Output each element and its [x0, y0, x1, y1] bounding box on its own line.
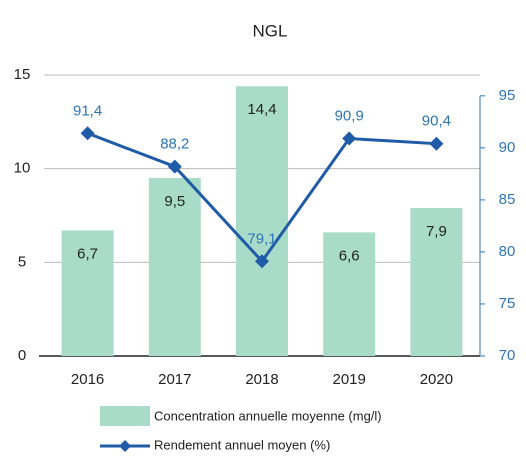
- line-value-label: 90,4: [422, 113, 451, 130]
- y2-tick-label: 75: [499, 295, 516, 312]
- chart-title: NGL: [253, 21, 288, 40]
- y2-tick-label: 95: [499, 87, 516, 104]
- line-marker: [255, 254, 269, 269]
- x-tick-label: 2020: [420, 371, 453, 388]
- bar-value-label: 6,6: [339, 247, 360, 264]
- legend-swatch: [100, 406, 150, 426]
- x-tick-label: 2018: [245, 371, 278, 388]
- line-marker: [80, 126, 95, 141]
- x-tick-label: 2016: [71, 371, 104, 388]
- bar-value-label: 6,7: [77, 245, 98, 262]
- y-tick-label: 10: [14, 160, 31, 177]
- x-tick-label: 2019: [333, 371, 366, 388]
- y-tick-label: 0: [18, 347, 26, 364]
- bar: [323, 232, 376, 356]
- line-value-label: 88,2: [160, 136, 189, 153]
- bar-value-label: 14,4: [247, 101, 276, 118]
- line-value-label: 91,4: [73, 102, 102, 119]
- y2-tick-label: 90: [499, 139, 516, 156]
- bar: [236, 86, 288, 357]
- bar: [410, 208, 463, 356]
- line-marker: [167, 159, 182, 174]
- y-tick-label: 15: [14, 66, 31, 83]
- bar-value-label: 9,5: [164, 193, 185, 210]
- x-tick-label: 2017: [158, 371, 191, 388]
- line-marker: [342, 131, 357, 146]
- bar-value-label: 7,9: [426, 223, 447, 240]
- legend-marker: [119, 440, 131, 452]
- y2-tick-label: 85: [499, 191, 516, 208]
- line-marker: [429, 136, 444, 151]
- y2-tick-label: 70: [499, 347, 516, 364]
- y2-tick-label: 80: [499, 243, 516, 260]
- legend-label: Concentration annuelle moyenne (mg/l): [154, 408, 382, 423]
- y-tick-label: 5: [18, 253, 26, 270]
- legend-label: Rendement annuel moyen (%): [154, 437, 330, 452]
- bar: [61, 230, 114, 356]
- bar: [148, 178, 201, 356]
- line-value-label: 79,1: [247, 230, 276, 247]
- line-value-label: 90,9: [335, 107, 364, 124]
